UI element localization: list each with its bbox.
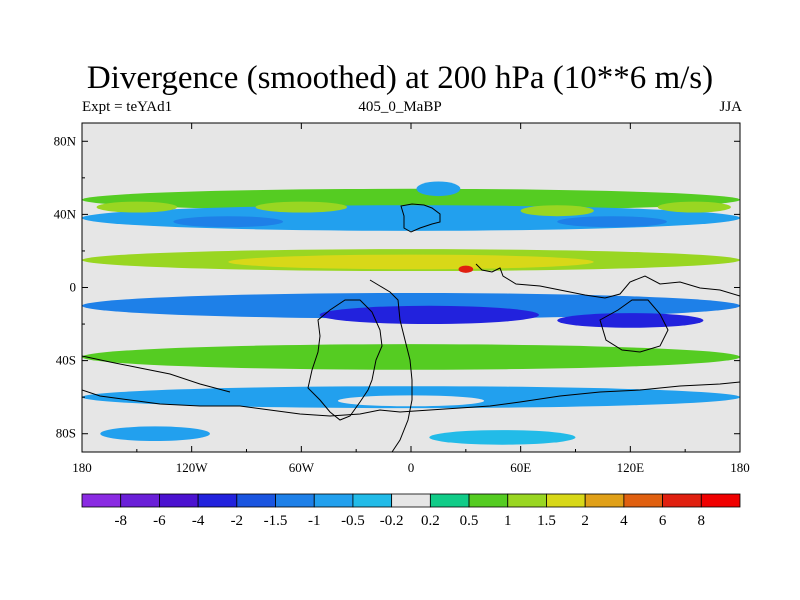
contour-band-20 <box>82 373 740 385</box>
colorbar-swatch-15 <box>662 493 702 508</box>
colorbar-label-14: 6 <box>659 513 667 529</box>
contour-band-19 <box>82 344 740 370</box>
contour-band-1 <box>82 188 740 211</box>
y-tick-label-3: 40S <box>56 353 76 368</box>
colorbar-label-10: 1 <box>504 513 512 529</box>
x-tick-label-0: 180 <box>72 460 92 475</box>
coastline-eurasia <box>475 263 740 299</box>
y-tick-label-1: 40N <box>54 206 77 221</box>
colorbar-label-9: 0.5 <box>460 513 479 529</box>
chart-title: Divergence (smoothed) at 200 hPa (10**6 … <box>86 60 714 96</box>
colorbar-swatch-12 <box>546 493 586 508</box>
season-label: JJA <box>719 99 742 115</box>
colorbar-swatch-10 <box>468 493 509 508</box>
contour-band-7 <box>173 216 284 228</box>
colorbar-swatch-7 <box>352 493 393 508</box>
colorbar-label-7: -0.2 <box>380 513 404 529</box>
colorbar-swatch-8 <box>391 493 431 508</box>
x-tick-label-5: 120E <box>617 460 645 475</box>
contour-band-22 <box>337 395 485 407</box>
contour-band-9 <box>416 181 461 197</box>
colorbar-label-8: 0.2 <box>421 513 440 529</box>
colorbar-label-5: -1 <box>308 513 321 529</box>
x-axis: 180 120W 60W 0 60E 120E 180 <box>72 123 750 475</box>
contour-band-3 <box>96 201 178 213</box>
x-tick-label-4: 60E <box>510 460 531 475</box>
coastline-antarctic-edge <box>82 381 740 417</box>
coastline-australia <box>599 299 669 353</box>
colorbar-label-15: 8 <box>698 513 706 529</box>
contour-band-12 <box>228 254 594 270</box>
colorbar-label-4: -1.5 <box>264 513 288 529</box>
colorbar-label-13: 4 <box>620 513 628 529</box>
colorbar-label-2: -4 <box>192 513 205 529</box>
colorbar-swatch-16 <box>700 493 741 508</box>
contour-band-15 <box>82 292 740 319</box>
contour-fill-layer <box>82 123 740 445</box>
colorbar-swatch-5 <box>275 493 315 508</box>
x-tick-label-3: 0 <box>408 460 415 475</box>
case-label: 405_0_MaBP <box>358 99 442 115</box>
colorbar-label-12: 2 <box>581 513 589 529</box>
contour-band-6 <box>657 201 731 213</box>
coastline-south-america <box>307 299 383 421</box>
contour-band-18 <box>82 331 740 346</box>
x-tick-label-1: 120W <box>176 460 209 475</box>
contour-band-10 <box>82 234 740 246</box>
colorbar-swatch-9 <box>429 493 470 508</box>
y-tick-label-2: 0 <box>70 280 77 295</box>
colorbar: -8 -6 -4 -2 -1.5 -1 -0.5 -0.2 0.2 0.5 1 1.5 2 4 6 8 <box>81 493 741 529</box>
colorbar-swatch-11 <box>507 493 547 508</box>
coastline-africa <box>400 203 441 233</box>
colorbar-swatch-1 <box>120 493 160 508</box>
y-axis: 80N 40N 0 40S 80S <box>54 133 740 441</box>
contour-band-25 <box>429 430 576 445</box>
colorbar-label-3: -2 <box>231 513 244 529</box>
colorbar-label-11: 1.5 <box>537 513 556 529</box>
contour-band-24 <box>100 426 210 442</box>
coastline-americas <box>369 279 413 452</box>
y-tick-label-4: 80S <box>56 426 76 441</box>
experiment-label: Expt = teYAd1 <box>82 99 173 115</box>
colorbar-label-1: -6 <box>153 513 166 529</box>
coastline-antarctic-inner <box>82 355 231 393</box>
x-tick-label-2: 60W <box>289 460 315 475</box>
contour-band-5 <box>520 205 594 217</box>
contour-band-14 <box>82 280 740 288</box>
coastline-layer <box>82 203 740 452</box>
colorbar-swatch-14 <box>623 493 663 508</box>
x-tick-label-6: 180 <box>730 460 750 475</box>
colorbar-swatch-6 <box>313 493 354 508</box>
contour-band-17 <box>557 313 704 328</box>
contour-band-23 <box>82 417 740 436</box>
plot-area <box>82 123 740 452</box>
colorbar-label-0: -8 <box>114 513 127 529</box>
contour-band-13 <box>458 265 474 273</box>
colorbar-label-6: -0.5 <box>341 513 365 529</box>
contour-band-8 <box>557 216 667 228</box>
contour-band-16 <box>319 305 539 325</box>
colorbar-swatch-2 <box>159 493 199 508</box>
colorbar-swatch-3 <box>197 493 238 508</box>
contour-band-0 <box>82 123 740 156</box>
contour-band-4 <box>255 201 348 213</box>
y-tick-label-0: 80N <box>54 133 77 148</box>
colorbar-swatch-0 <box>81 493 122 508</box>
colorbar-swatch-4 <box>236 493 276 508</box>
colorbar-swatch-13 <box>584 493 625 508</box>
